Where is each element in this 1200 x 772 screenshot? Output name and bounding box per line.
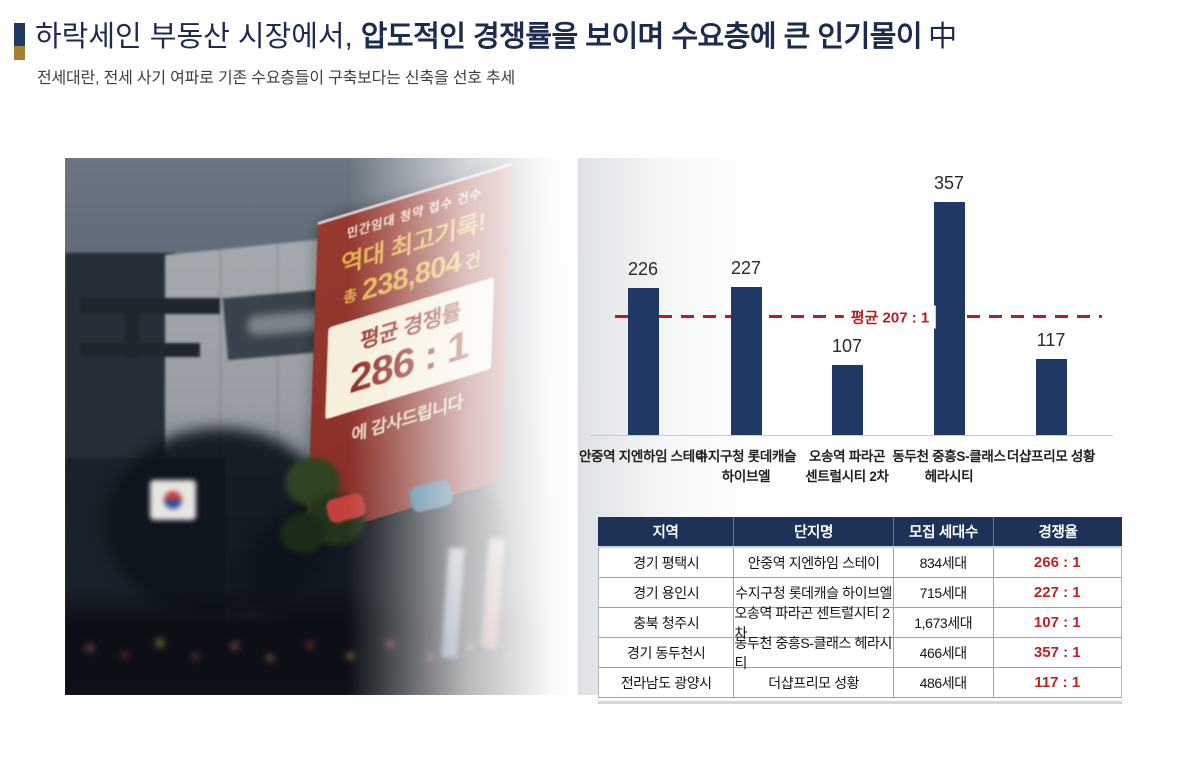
title-bold-text: 압도적인 경쟁률을 보이며 수요층에 큰 인기몰이 <box>360 21 923 53</box>
table-bottom-shadow <box>598 701 1122 704</box>
bar-value-label: 107 <box>831 336 863 356</box>
chart-bar <box>831 365 863 435</box>
bar-chart: 226 안중역 지엔하임 스테이 227 수지구청 롯데캐슬 하이브엘 107 오송역 파… <box>579 165 1135 490</box>
bar-category-label: 오송역 파라곤 센트럴시티 2차 <box>805 449 889 484</box>
accent-gold-block <box>14 46 25 60</box>
accent-navy-block <box>14 23 25 46</box>
page-title: 하락세인 부동산 시장에서, 압도적인 경쟁률을 보이며 수요층에 큰 인기몰이… <box>35 18 1185 56</box>
page-subtitle: 전세대란, 전세 사기 여파로 기존 수요층들이 구축보다는 신축을 선호 추세 <box>37 70 516 87</box>
table-header-cell: 모집 세대수 <box>893 517 993 546</box>
bar-category-label: 더샵프리모 성황 <box>1006 449 1096 464</box>
region-cell: 충북 청주시 <box>633 614 700 631</box>
complex-cell: 수지구청 롯데캐슬 하이브엘 <box>733 578 892 607</box>
table-row: 경기 평택시 안중역 지엔하임 스테이 834세대 266 : 1 <box>599 548 1121 578</box>
competition-table: 지역 단지명 모집 세대수 경쟁율 경기 평택시 안중역 지엔하임 스테이 834세대 26… <box>598 517 1122 704</box>
building-photo: 민간임대 청약 접수 건수 역대 최고기록! 총 238,804 건 평균 경쟁… <box>65 158 580 695</box>
complex-cell: 안중역 지엔하임 스테이 <box>733 548 892 577</box>
bar-category-label: 안중역 지엔하임 스테이 <box>578 449 708 464</box>
table-header-cell: 경쟁율 <box>993 517 1122 546</box>
average-line-label: 평균 207 : 1 <box>843 305 937 329</box>
x-axis-line <box>590 435 1113 436</box>
rate-cell: 107 : 1 <box>992 608 1122 637</box>
table-row: 경기 용인시 수지구청 롯데캐슬 하이브엘 715세대 227 : 1 <box>599 578 1121 608</box>
title-accent-bar <box>14 23 25 60</box>
title-regular-text: 하락세인 부동산 시장에서, <box>35 21 361 53</box>
units-cell: 466세대 <box>892 638 993 667</box>
complex-cell: 더샵프리모 성황 <box>733 668 892 697</box>
chart-bar <box>933 202 965 435</box>
units-cell: 486세대 <box>892 668 993 697</box>
table-row: 경기 동두천시 동두천 중흥S-클래스 헤라시티 466세대 357 : 1 <box>599 634 1122 671</box>
chart-bar <box>627 288 659 435</box>
bar-category-label: 수지구청 롯데캐슬 하이브엘 <box>695 449 797 484</box>
table-row: 전라남도 광양시 더샵프리모 성황 486세대 117 : 1 <box>599 668 1121 698</box>
table-header-row: 지역 단지명 모집 세대수 경쟁율 <box>598 517 1122 548</box>
bar-value-label: 117 <box>1036 330 1066 350</box>
units-cell: 834세대 <box>892 548 993 577</box>
title-suffix-text: 中 <box>928 21 958 53</box>
table-header-cell: 단지명 <box>733 517 893 546</box>
units-cell: 1,673세대 <box>892 608 993 637</box>
region-cell: 전라남도 광양시 <box>620 674 712 691</box>
table-header-cell: 지역 <box>652 525 679 541</box>
table-row: 충북 청주시 오송역 파라곤 센트럴시티 2차 1,673세대 107 : 1 <box>599 605 1122 641</box>
region-cell: 경기 동두천시 <box>627 644 706 661</box>
chart-bar <box>1035 359 1067 435</box>
complex-cell: 오송역 파라곤 센트럴시티 2차 <box>733 605 892 641</box>
rate-cell: 357 : 1 <box>992 638 1122 667</box>
photo-fade-overlay <box>65 158 580 695</box>
region-cell: 경기 평택시 <box>633 554 700 571</box>
chart-bar <box>730 287 762 435</box>
rate-cell: 117 : 1 <box>992 668 1122 697</box>
table-body: 경기 평택시 안중역 지엔하임 스테이 834세대 266 : 1 경기 용인시 수지구청… <box>598 548 1122 698</box>
rate-cell: 266 : 1 <box>992 548 1122 577</box>
rate-cell: 227 : 1 <box>992 578 1122 607</box>
region-cell: 경기 용인시 <box>633 584 700 601</box>
bar-value-label: 226 <box>627 259 659 279</box>
bar-value-label: 227 <box>730 258 762 278</box>
bar-category-label: 동두천 중흥S-클래스 헤라시티 <box>892 449 1006 484</box>
units-cell: 715세대 <box>892 578 993 607</box>
complex-cell: 동두천 중흥S-클래스 헤라시티 <box>733 634 892 671</box>
bar-value-label: 357 <box>933 173 965 193</box>
